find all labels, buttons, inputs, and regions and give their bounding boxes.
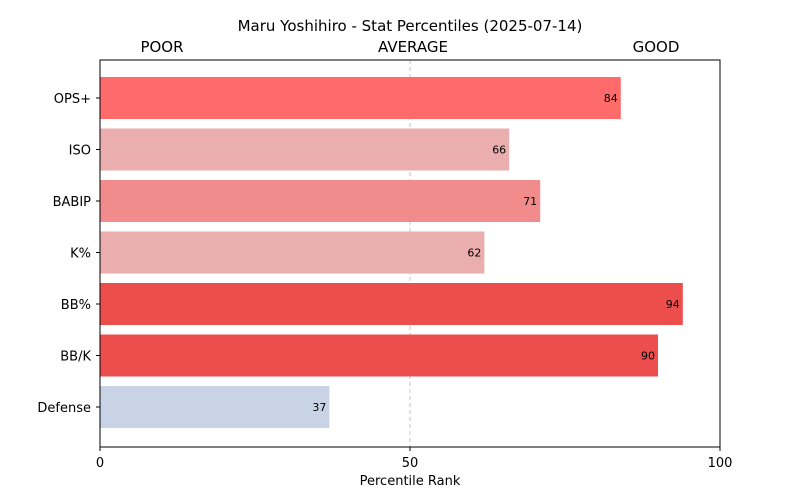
y-axis: OPS+ ISO BABIP K% BB% BB/K Defense — [37, 92, 100, 416]
data-label-bb-k: 90 — [641, 350, 655, 363]
data-label-iso: 66 — [492, 144, 506, 157]
bars: 84 66 71 62 94 90 37 — [100, 77, 683, 428]
data-label-defense: 37 — [312, 401, 326, 414]
y-tick-label-ops: OPS+ — [54, 92, 91, 107]
y-tick-label-defense: Defense — [37, 401, 91, 416]
y-tick-label-bb-k: BB/K — [60, 350, 91, 365]
zone-label-good: GOOD — [633, 38, 680, 56]
y-tick-label-bb: BB% — [61, 298, 91, 313]
zone-label-poor: POOR — [140, 38, 183, 56]
data-label-ops: 84 — [604, 92, 618, 105]
zone-labels: POOR AVERAGE GOOD — [140, 38, 679, 56]
x-axis-label: Percentile Rank — [360, 474, 461, 489]
x-axis: 0 50 100 — [96, 447, 733, 471]
data-label-babip: 71 — [523, 195, 537, 208]
bar-iso — [100, 128, 510, 171]
bar-bb — [100, 283, 683, 325]
y-tick-label-iso: ISO — [69, 144, 91, 159]
bar-ops — [100, 77, 621, 119]
y-tick-label-k: K% — [70, 247, 91, 262]
x-tick-label-0: 0 — [96, 456, 104, 471]
x-tick-label-100: 100 — [708, 456, 733, 471]
bar-k — [100, 231, 485, 274]
chart-title: Maru Yoshihiro - Stat Percentiles (2025-… — [238, 17, 583, 35]
data-label-bb: 94 — [666, 298, 680, 311]
y-tick-label-babip: BABIP — [53, 195, 92, 210]
x-tick-label-50: 50 — [402, 456, 419, 471]
bar-bb-k — [100, 334, 658, 377]
bar-babip — [100, 180, 541, 222]
zone-label-average: AVERAGE — [378, 38, 448, 56]
bar-defense — [100, 386, 330, 428]
data-label-k: 62 — [467, 247, 481, 260]
